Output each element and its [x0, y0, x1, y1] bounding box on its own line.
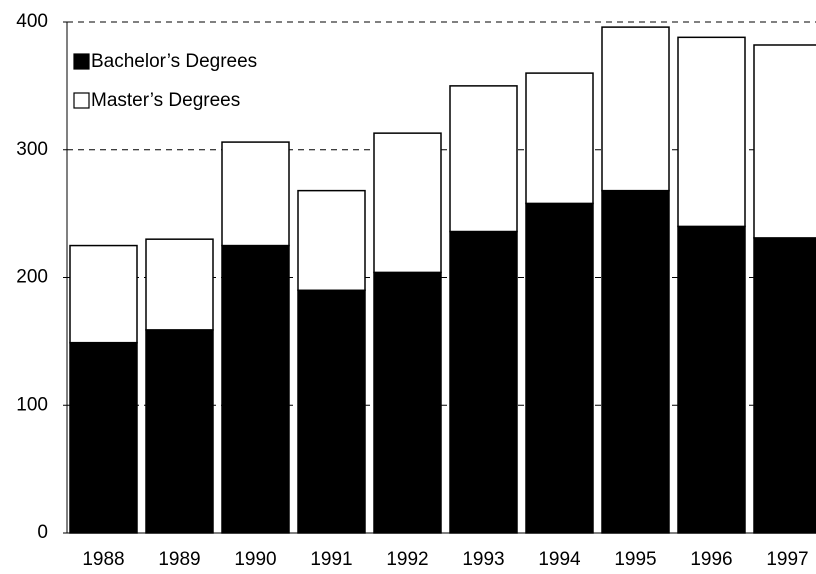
bar-segment: [69, 244, 138, 344]
bar-segment: [677, 36, 746, 228]
x-tick-label: 1993: [462, 549, 504, 570]
bar-segment: [297, 289, 366, 534]
bar-segment: [145, 329, 214, 534]
bar-segment: [525, 202, 594, 534]
x-tick-label: 1995: [614, 549, 656, 570]
bar-segment: [753, 237, 816, 534]
y-tick-label: 0: [37, 522, 48, 543]
x-tick-label: 1992: [386, 549, 428, 570]
x-tick-label: 1989: [158, 549, 200, 570]
legend-label: Bachelor’s Degrees: [91, 51, 257, 72]
legend-swatch: [73, 92, 90, 109]
bar-segment: [69, 341, 138, 534]
bar-segment: [373, 132, 442, 274]
x-tick-label: 1996: [690, 549, 732, 570]
legend-label: Master’s Degrees: [91, 90, 240, 111]
y-tick-label: 200: [16, 267, 48, 288]
x-tick-label: 1994: [538, 549, 581, 570]
x-tick-label: 1988: [82, 549, 124, 570]
y-tick-label: 100: [16, 394, 48, 415]
bar-segment: [753, 44, 816, 239]
x-tick-label: 1990: [234, 549, 276, 570]
y-tick-label: 400: [16, 11, 48, 32]
bar-segment: [221, 244, 290, 534]
bar-segment: [221, 141, 290, 247]
bar-segment: [601, 189, 670, 534]
x-tick-label: 1991: [310, 549, 352, 570]
legend-swatch: [73, 53, 90, 70]
bar-segment: [145, 238, 214, 331]
bar-segment: [373, 271, 442, 534]
bar-segment: [677, 225, 746, 534]
x-tick-label: 1997: [766, 549, 808, 570]
bar-segment: [449, 85, 518, 233]
y-tick-label: 300: [16, 139, 48, 160]
bar-segment: [525, 72, 594, 205]
bar-segment: [297, 189, 366, 292]
bar-segment: [449, 230, 518, 534]
bar-segment: [601, 26, 670, 192]
